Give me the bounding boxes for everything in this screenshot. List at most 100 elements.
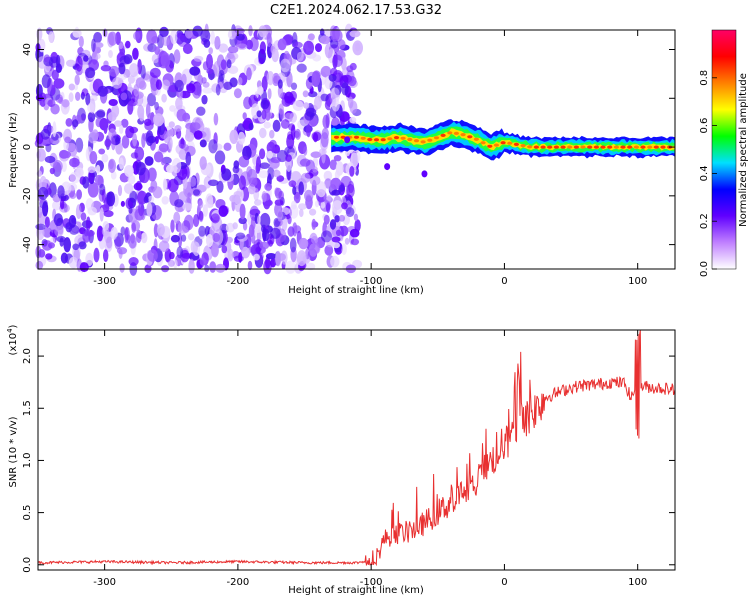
spectrogram-noise-blob xyxy=(119,124,124,134)
spectrogram-noise-blob xyxy=(131,222,136,233)
spectrogram-noise-blob xyxy=(123,54,133,65)
spectrogram-noise-blob xyxy=(147,167,157,182)
spectrogram-track-core xyxy=(487,144,493,148)
spectrogram-noise-blob xyxy=(329,219,337,230)
spectrogram-noise-blob xyxy=(285,260,296,274)
spectrogram-noise-blob xyxy=(280,58,291,73)
spectrogram-noise-blob xyxy=(153,151,164,163)
spectrogram-noise-blob xyxy=(85,67,96,79)
spectrogram-noise-blob xyxy=(128,257,139,266)
spectrogram-noise-blob xyxy=(61,161,67,173)
spectrogram-noise-blob xyxy=(306,124,311,138)
spectrogram-noise-blob xyxy=(296,63,307,73)
spectrogram-noise-blob xyxy=(167,259,175,267)
spectrogram-noise-blob xyxy=(153,113,164,127)
spectrogram-noise-blob xyxy=(72,243,80,251)
spectrogram-noise-blob xyxy=(330,255,340,268)
spectrogram-noise-blob xyxy=(171,157,182,174)
snr-y-ticks: 0.0 0.5 1.0 1.5 2.0 xyxy=(22,348,675,573)
spectrogram-noise-blob xyxy=(120,200,125,207)
spectrogram-noise-blob xyxy=(293,41,303,49)
spectrogram-track-core xyxy=(453,131,459,135)
spectrogram-noise-blob xyxy=(341,243,347,255)
spectrogram-track-core xyxy=(460,133,466,137)
spectrogram-noise-blob xyxy=(188,176,197,187)
spectrogram-noise-blob xyxy=(116,247,128,255)
spectrogram-noise-blob xyxy=(259,241,270,250)
spectrogram-noise-blob xyxy=(124,183,134,195)
spectrogram-noise-blob xyxy=(288,180,297,188)
spectrogram-noise-blob xyxy=(120,92,128,101)
spectrogram-noise-blob xyxy=(63,203,68,213)
spectrogram-noise-blob xyxy=(108,65,120,77)
spectrogram-noise-blob xyxy=(75,91,81,101)
spectrogram-noise-blob xyxy=(82,230,91,243)
spectrogram-noise-blob xyxy=(332,54,343,67)
spectrogram-noise-blob xyxy=(294,128,301,140)
spectrogram-noise-blob xyxy=(61,99,70,108)
spectrogram-noise-blob xyxy=(142,96,148,108)
spectrogram-noise-blob xyxy=(348,76,357,87)
spectrogram-noise-blob xyxy=(80,212,87,221)
spectrogram-noise-blob xyxy=(236,43,248,50)
spectrogram-noise-blob xyxy=(138,201,145,217)
spectrogram-noise-blob xyxy=(186,192,192,205)
spectrogram-noise-blob xyxy=(133,31,141,41)
spectrogram-noise-blob xyxy=(335,229,342,236)
spectrogram-noise-blob xyxy=(320,201,326,209)
spectrogram-noise-blob xyxy=(161,93,167,103)
spectrogram-noise-blob xyxy=(198,199,204,209)
spectrogram-noise-blob xyxy=(232,222,238,230)
spectrogram-noise-blob xyxy=(111,137,116,151)
spectrogram-track-core xyxy=(653,145,659,149)
spectrogram-noise-blob xyxy=(275,250,282,267)
spectrogram-noise-blob xyxy=(95,164,101,174)
spectrogram-noise-blob xyxy=(190,240,198,254)
spectrogram-noise-blob xyxy=(95,117,103,128)
snr-x-tick-label: -100 xyxy=(360,577,383,588)
spectrogram-track-core xyxy=(340,135,346,139)
spectrogram-noise-blob xyxy=(87,206,97,216)
spectrogram-noise-blob xyxy=(139,113,145,122)
snr-y-tick-label: 1.5 xyxy=(22,400,33,416)
spectrogram-noise-blob xyxy=(154,46,161,55)
spectrogram-noise-blob xyxy=(129,63,139,78)
spectrogram-noise-blob xyxy=(137,149,144,159)
spectrogram-noise-blob xyxy=(331,236,341,243)
spectrogram-track-core xyxy=(427,138,433,142)
spectrogram-noise-blob xyxy=(280,119,290,129)
spectrogram-noise-blob xyxy=(330,87,340,98)
spectrogram-noise-blob xyxy=(248,177,258,187)
snr-x-tick-label: 0 xyxy=(501,577,507,588)
spectrogram-noise-blob xyxy=(299,158,311,167)
spectrogram-y-tick-label: 20 xyxy=(22,92,33,105)
spectrogram-noise-blob xyxy=(87,111,96,123)
spectrogram-noise-blob xyxy=(38,249,46,258)
spectrogram-noise-blob xyxy=(292,100,304,111)
spectrogram-noise-blob xyxy=(157,33,165,49)
spectrogram-noise-blob xyxy=(124,165,134,177)
spectrogram-noise-blob xyxy=(246,67,252,81)
spectrogram-noise-blob xyxy=(81,88,89,97)
spectrogram-x-label: Height of straight line (km) xyxy=(288,285,424,296)
spectrogram-noise-blob xyxy=(259,148,266,160)
spectrogram-noise-blob xyxy=(162,36,170,46)
colorbar-tick-label: 0.0 xyxy=(699,261,710,277)
spectrogram-noise-blob xyxy=(78,35,84,48)
snr-x-tick-label: -300 xyxy=(93,577,116,588)
spectrogram-noise-blob xyxy=(289,204,299,219)
spectrogram-noise-blob xyxy=(215,263,226,273)
spectrogram-noise-blob xyxy=(421,170,428,178)
spectrogram-noise-blob xyxy=(120,118,129,128)
spectrogram-track-core xyxy=(647,145,653,149)
spectrogram-noise-blob xyxy=(187,233,195,241)
spectrogram-noise-blob xyxy=(258,57,265,65)
spectrogram-noise-blob xyxy=(293,191,301,204)
spectrogram-track-core xyxy=(413,139,420,143)
spectrogram-noise-blob xyxy=(83,55,89,62)
spectrogram-noise-blob xyxy=(319,35,331,45)
spectrogram-noise-blob xyxy=(324,244,334,256)
spectrogram-noise-blob xyxy=(208,139,218,154)
spectrogram-noise-blob xyxy=(227,248,234,262)
spectrogram-noise-blob xyxy=(325,113,330,129)
